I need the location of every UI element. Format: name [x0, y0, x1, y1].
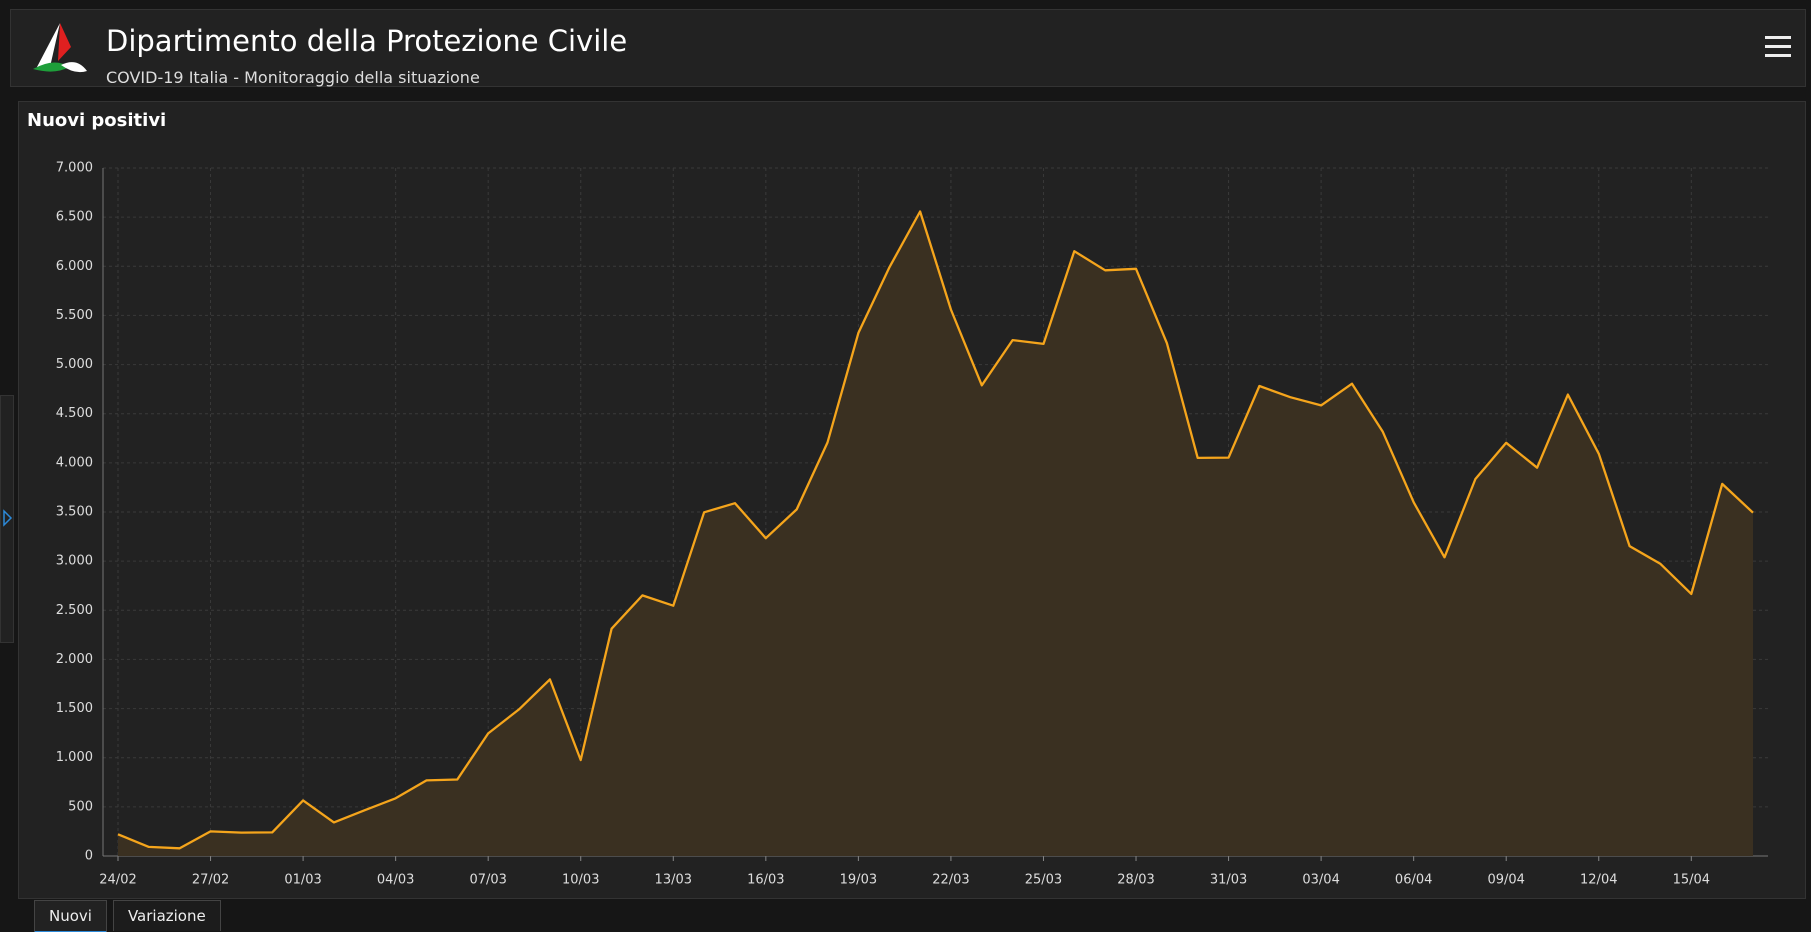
x-tick-label: 06/04	[1395, 873, 1432, 888]
header-title: Dipartimento della Protezione Civile	[106, 24, 628, 58]
chart-panel: Nuovi positivi 0 500 1.000 1.500 2.000 2.500 3…	[18, 101, 1806, 899]
x-tick-label: 31/03	[1210, 873, 1247, 888]
x-tick-label: 15/04	[1673, 873, 1710, 888]
tabs: Nuovi Variazione	[34, 900, 227, 932]
tab[interactable]: Variazione	[112, 900, 221, 931]
chart: 0 500 1.000 1.500 2.000 2.500 3.000 3.500 4.000 4…	[56, 161, 1768, 888]
x-tick-label: 10/03	[562, 873, 599, 888]
y-tick-label: 6.000	[56, 259, 93, 274]
x-tick-label: 28/03	[1117, 873, 1154, 888]
header-subtitle: COVID-19 Italia - Monitoraggio della sit…	[106, 68, 480, 87]
x-tick-label: 16/03	[747, 873, 784, 888]
arrow-icon	[3, 509, 13, 527]
x-tick-label: 01/03	[284, 873, 321, 888]
x-tick-label: 03/04	[1302, 873, 1339, 888]
logo	[33, 23, 87, 73]
x-tick-label: 22/03	[932, 873, 969, 888]
chart-title: Nuovi positivi	[27, 110, 167, 131]
y-tick-label: 3.500	[56, 505, 93, 520]
x-tick-label: 13/03	[655, 873, 692, 888]
y-tick-label: 4.500	[56, 406, 93, 421]
area	[118, 211, 1753, 856]
x-tick-label: 09/04	[1487, 873, 1524, 888]
x-tick-label: 27/02	[192, 873, 229, 888]
x-tick-label: 24/02	[99, 873, 136, 888]
x-tick-label: 04/03	[377, 873, 414, 888]
x-tick-label: 25/03	[1025, 873, 1062, 888]
y-tick-label: 5.500	[56, 308, 93, 323]
x-tick-label: 19/03	[840, 873, 877, 888]
side-panel-toggle[interactable]	[0, 395, 14, 643]
header: Dipartimento della Protezione Civile COV…	[10, 9, 1806, 87]
tab[interactable]: Nuovi	[34, 900, 107, 932]
y-tick-label: 2.500	[56, 603, 93, 618]
y-tick-label: 7.000	[56, 161, 93, 176]
y-tick-label: 2.000	[56, 652, 93, 667]
y-tick-label: 5.000	[56, 357, 93, 372]
y-tick-label: 1.000	[56, 750, 93, 765]
menu-button[interactable]	[1765, 36, 1791, 60]
y-tick-label: 4.000	[56, 455, 93, 470]
x-tick-label: 12/04	[1580, 873, 1617, 888]
line	[117, 210, 1754, 850]
y-tick-label: 500	[68, 799, 93, 814]
y-tick-label: 3.000	[56, 554, 93, 569]
y-tick-label: 0	[85, 849, 93, 864]
y-tick-label: 6.500	[56, 210, 93, 225]
x-tick-label: 07/03	[469, 873, 506, 888]
y-tick-label: 1.500	[56, 701, 93, 716]
